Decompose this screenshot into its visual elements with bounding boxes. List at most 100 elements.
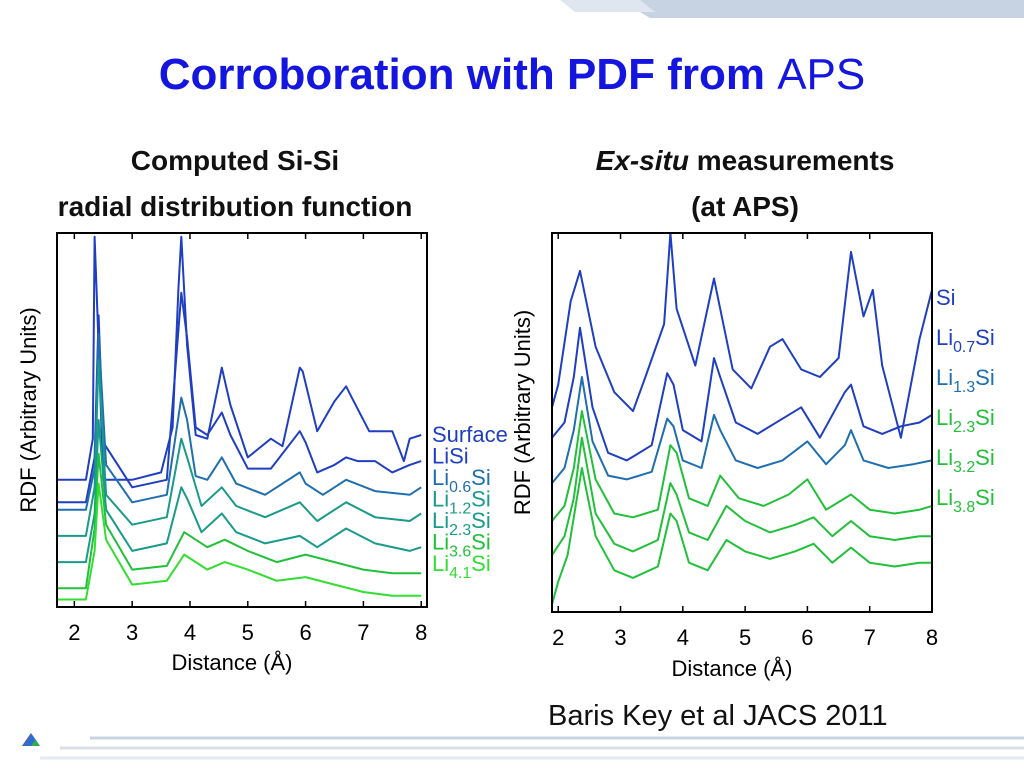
legend-label-1: Surface — [432, 422, 508, 447]
left-subtitle-line1: Computed Si-Si — [130, 145, 340, 176]
legend-text: Li — [936, 445, 953, 470]
x-tick-label-6: 6 — [299, 620, 311, 645]
legend-subscript: 4.1 — [449, 565, 471, 582]
legend-text: Li — [432, 487, 449, 512]
x-tick-label-2: 2 — [552, 625, 564, 650]
x-tick-label-8: 8 — [926, 625, 938, 650]
x-tick-label-3: 3 — [614, 625, 626, 650]
y-axis-label-main: RDF — [510, 464, 535, 515]
right-subtitle-rest: measurements — [696, 145, 895, 176]
legend-text: Si — [471, 530, 491, 555]
legend-text: Si — [975, 485, 995, 510]
legend-text: Li — [432, 530, 449, 555]
legend-label-3: Li0.6Si — [432, 465, 491, 496]
legend-text: Li — [432, 508, 449, 533]
legend-text: Li — [432, 551, 449, 576]
y-axis-label-units: (Arbitrary Units) — [510, 310, 535, 464]
x-tick-label-3: 3 — [126, 620, 138, 645]
x-tick-label-7: 7 — [864, 625, 876, 650]
plot-frame — [56, 232, 428, 608]
legend-label-2: LiSi — [432, 444, 469, 469]
y-axis-label: RDF (Arbitrary Units) — [510, 310, 535, 515]
legend-label-6: Li3.6Si — [432, 530, 491, 561]
legend-label-6: Li3.8Si — [936, 485, 995, 516]
legend-subscript: 1.2 — [449, 501, 471, 518]
legend-subscript: 2.3 — [953, 419, 975, 436]
left-subtitle-line2: radial distribution function — [57, 191, 413, 222]
series-line-6 — [57, 452, 422, 590]
slide-title: Corroboration with PDF from APS — [0, 50, 1024, 100]
legend-text: Si — [471, 465, 491, 490]
logo-icon — [22, 733, 40, 746]
right-subtitle-line1: Ex-situ measurements — [520, 138, 970, 184]
legend-label-5: Li3.2Si — [936, 445, 995, 476]
x-axis-label: Distance (Å) — [671, 656, 792, 681]
legend-label-4: Li2.3Si — [936, 405, 995, 436]
top-right-banner-accent — [560, 0, 655, 12]
series-line-3 — [551, 376, 933, 484]
legend-text: Si — [471, 508, 491, 533]
series-line-5 — [57, 419, 422, 564]
legend-label-2: Li0.7Si — [936, 325, 995, 356]
series-line-1 — [57, 235, 422, 481]
legend-text: Li — [432, 444, 449, 469]
x-axis-label: Distance (Å) — [171, 650, 292, 675]
series-line-4 — [57, 359, 422, 537]
x-tick-label-5: 5 — [242, 620, 254, 645]
right-subtitle: Ex-situ measurements (at APS) — [520, 138, 970, 230]
legend-label-7: Li4.1Si — [432, 551, 491, 582]
series-line-7 — [57, 482, 422, 601]
y-axis-label-units: (Arbitrary Units) — [16, 307, 41, 461]
legend-subscript: 3.6 — [449, 544, 471, 561]
legend-text: Si — [936, 285, 956, 310]
legend-label-1: Si — [936, 285, 956, 310]
y-axis-label-main: RDF — [16, 461, 41, 512]
series-line-5 — [551, 436, 932, 556]
x-tick-label-8: 8 — [415, 620, 427, 645]
legend-text: Si — [449, 444, 469, 469]
legend-subscript: 3.2 — [953, 459, 975, 476]
legend-text: Li — [936, 365, 953, 390]
series-line-6 — [551, 467, 932, 605]
right-subtitle-italic: Ex-situ — [595, 145, 689, 176]
title-bold-part: Corroboration with PDF from — [158, 50, 765, 99]
x-tick-label-7: 7 — [357, 620, 369, 645]
series-line-4 — [551, 410, 933, 522]
top-right-banner — [620, 0, 1024, 18]
chart-2: 2 3 4 5 6 7 8 Distance (Å) RDF (Arbitrary Units)… — [510, 232, 995, 681]
legend-subscript: 1.3 — [953, 379, 975, 396]
chart-1: 2 3 4 5 6 7 8 Distance (Å) RDF (Arbitrary Units)… — [16, 232, 508, 675]
x-tick-label-4: 4 — [184, 620, 196, 645]
legend-subscript: 3.8 — [953, 499, 975, 516]
legend-text: Si — [471, 487, 491, 512]
legend-text: Si — [975, 405, 995, 430]
x-tick-label-5: 5 — [739, 625, 751, 650]
legend-text: Li — [432, 465, 449, 490]
title-normal-part: APS — [777, 50, 866, 99]
x-tick-label-2: 2 — [68, 620, 80, 645]
legend-subscript: 2.3 — [449, 522, 471, 539]
legend-text: Si — [975, 365, 995, 390]
x-tick-label-6: 6 — [801, 625, 813, 650]
legend-text: Li — [936, 485, 953, 510]
series-line-1 — [551, 232, 933, 439]
legend-text: Surface — [432, 422, 508, 447]
legend-text: Si — [471, 551, 491, 576]
legend-text: Li — [936, 325, 953, 350]
series-line-3 — [57, 333, 422, 511]
legend-label-5: Li2.3Si — [432, 508, 491, 539]
legend-subscript: 0.7 — [953, 339, 975, 356]
legend-text: Li — [936, 405, 953, 430]
left-subtitle: Computed Si-Si radial distribution funct… — [0, 138, 470, 230]
right-subtitle-line2: (at APS) — [691, 191, 799, 222]
series-line-2 — [57, 291, 422, 504]
y-axis-label: RDF (Arbitrary Units) — [16, 307, 41, 512]
series-line-2 — [551, 326, 933, 462]
legend-text: Si — [975, 445, 995, 470]
plot-frame — [551, 232, 933, 613]
x-tick-label-4: 4 — [677, 625, 689, 650]
legend-text: Si — [975, 325, 995, 350]
legend-label-3: Li1.3Si — [936, 365, 995, 396]
